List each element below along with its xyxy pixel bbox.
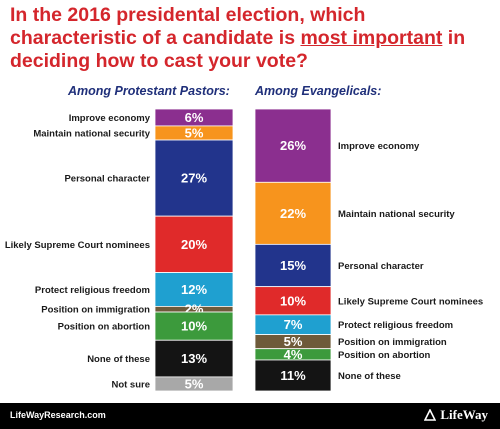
pastors-value-label: 10%	[181, 319, 207, 334]
lifeway-logo: LifeWay	[424, 407, 488, 423]
pastors-category-label: Position on abortion	[58, 322, 151, 333]
pastors-category-label: Personal character	[64, 174, 150, 185]
title-part-1: In the 2016 presidental election, which …	[10, 4, 366, 49]
evangelicals-value-label: 26%	[280, 138, 306, 153]
pastors-category-label: Not sure	[111, 379, 150, 390]
pastors-category-label: None of these	[87, 354, 150, 365]
pastors-subtitle: Among Protestant Pastors:	[68, 84, 230, 98]
footer-url: LifeWayResearch.com	[10, 410, 106, 420]
evangelicals-value-label: 5%	[284, 334, 303, 349]
lifeway-logo-icon	[424, 409, 437, 421]
evangelicals-category-label: Position on immigration	[338, 337, 447, 348]
evangelicals-bar-segment	[254, 243, 332, 288]
evangelicals-category-label: Position on abortion	[338, 350, 431, 361]
pastors-value-label: 6%	[185, 110, 204, 125]
logo-text: LifeWay	[440, 407, 488, 422]
pastors-value-label: 5%	[185, 125, 204, 140]
evangelicals-category-label: Likely Supreme Court nominees	[338, 296, 483, 307]
title-emphasis: most important	[300, 27, 443, 49]
pastors-category-label: Improve economy	[69, 113, 151, 124]
evangelicals-category-label: None of these	[338, 371, 401, 382]
evangelicals-value-label: 15%	[280, 258, 306, 273]
evangelicals-bar-segment	[254, 359, 332, 392]
pastors-value-label: 5%	[185, 376, 204, 391]
stacked-bar-chart: 6% Improve economy 5% Maintain national sec…	[5, 108, 483, 392]
pastors-category-label: Protect religious freedom	[35, 285, 150, 296]
pastors-bar-segment	[154, 311, 234, 341]
pastors-bar-segment	[154, 376, 234, 392]
evangelicals-category-label: Maintain national security	[338, 209, 455, 220]
evangelicals-value-label: 7%	[284, 317, 303, 332]
evangelicals-subtitle: Among Evangelicals:	[255, 84, 382, 98]
pastors-category-label: Maintain national security	[33, 128, 150, 139]
evangelicals-value-label: 4%	[284, 347, 303, 362]
pastors-value-label: 27%	[181, 171, 207, 186]
evangelicals-category-label: Personal character	[338, 261, 424, 272]
pastors-value-label: 13%	[181, 351, 207, 366]
footer: LifeWayResearch.com LifeWay	[0, 403, 500, 429]
pastors-value-label: 12%	[181, 282, 207, 297]
pastors-bar-segment	[154, 339, 234, 378]
evangelicals-value-label: 11%	[280, 368, 306, 383]
evangelicals-bar-segment	[254, 181, 332, 245]
evangelicals-bar-segment	[254, 286, 332, 316]
pastors-value-label: 20%	[181, 237, 207, 252]
evangelicals-bar-segment	[254, 108, 332, 183]
evangelicals-value-label: 22%	[280, 206, 306, 221]
title-part-2: in deciding how to cast your vote?	[10, 27, 466, 72]
pastors-category-label: Likely Supreme Court nominees	[5, 240, 150, 251]
chart-title: In the 2016 presidental election, which …	[10, 4, 494, 73]
evangelicals-category-label: Protect religious freedom	[338, 320, 453, 331]
evangelicals-value-label: 10%	[280, 293, 306, 308]
evangelicals-category-label: Improve economy	[338, 141, 420, 152]
pastors-category-label: Position on immigration	[41, 305, 150, 316]
